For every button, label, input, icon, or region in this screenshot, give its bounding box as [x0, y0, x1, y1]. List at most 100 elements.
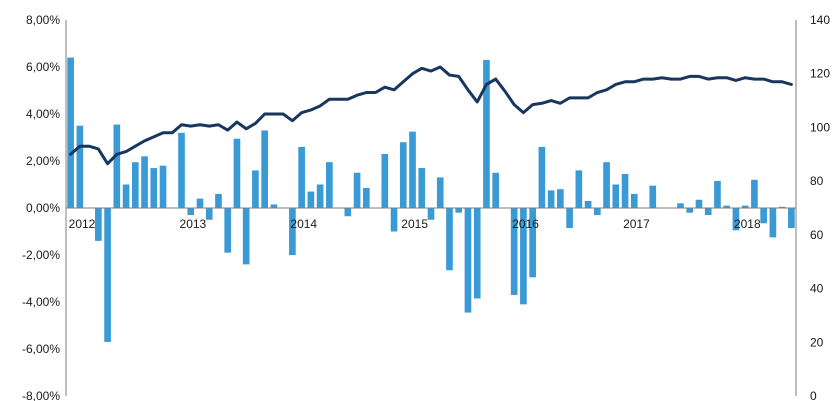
- bar-67: [677, 203, 684, 208]
- bar-7: [122, 184, 130, 208]
- x-tick-label: 2016: [512, 217, 539, 231]
- bar-47: [492, 172, 500, 208]
- bar-78: [778, 206, 786, 208]
- bar-22: [261, 130, 268, 208]
- right-tick-label: 60: [810, 228, 824, 242]
- index-line: [69, 65, 793, 166]
- bar-36: [390, 208, 398, 232]
- bar-37: [399, 142, 407, 208]
- bar-70: [704, 208, 712, 216]
- bar-54: [557, 189, 564, 208]
- bar-68: [686, 208, 694, 213]
- bar-15: [196, 198, 204, 208]
- bar-20: [242, 208, 250, 265]
- bar-50: [520, 208, 527, 305]
- bar-62: [630, 193, 638, 208]
- bar-18: [224, 208, 232, 253]
- left-y-tick-labels: 8,00% 6,00% 4,00% 2,00% 0,00% -2,00% -4,00% -6,…: [22, 13, 60, 401]
- bar-29: [326, 162, 333, 208]
- bar-35: [381, 153, 389, 208]
- bar-53: [547, 190, 555, 209]
- bar-56: [575, 170, 583, 208]
- bar-58: [594, 208, 601, 216]
- bar-39: [418, 168, 426, 208]
- bar-10: [150, 168, 158, 208]
- left-tick-label: 2,00%: [26, 154, 60, 168]
- bar-41: [436, 177, 444, 208]
- x-tick-label: 2015: [401, 217, 428, 231]
- bar-52: [538, 146, 546, 208]
- left-tick-label: 0,00%: [26, 201, 60, 215]
- bar-21: [252, 170, 259, 208]
- bar-73: [732, 208, 740, 231]
- bar-64: [649, 185, 657, 208]
- right-tick-label: 0: [810, 389, 817, 401]
- right-tick-label: 140: [810, 13, 830, 27]
- bar-19: [233, 138, 241, 208]
- line-series-group: [69, 65, 793, 166]
- bar-77: [769, 208, 777, 238]
- bar-74: [741, 205, 749, 208]
- bar-76: [760, 208, 767, 224]
- bar-45: [473, 208, 481, 299]
- right-tick-label: 40: [810, 282, 824, 296]
- bar-17: [215, 193, 222, 208]
- bar-71: [714, 180, 721, 208]
- left-tick-label: -2,00%: [22, 248, 60, 262]
- bar-33: [362, 188, 370, 208]
- right-tick-label: 20: [810, 335, 824, 349]
- bar-69: [695, 199, 703, 208]
- bar-13: [178, 132, 185, 208]
- right-tick-label: 120: [810, 67, 830, 81]
- right-y-tick-labels: 140 120 100 80 60 40 20 0: [810, 13, 830, 401]
- bar-5: [104, 208, 111, 342]
- bar-51: [529, 208, 536, 278]
- x-tick-labels: 2012 2013 2014 2015 2016 2017 2018: [69, 217, 761, 231]
- bar-31: [344, 208, 352, 217]
- bar-32: [353, 172, 361, 208]
- bar-2: [76, 125, 84, 208]
- left-tick-label: 8,00%: [26, 13, 60, 27]
- x-tick-label: 2017: [623, 217, 650, 231]
- bar-11: [159, 165, 167, 208]
- x-tick-label: 2018: [734, 217, 761, 231]
- bar-49: [510, 208, 518, 295]
- bar-14: [187, 208, 195, 216]
- bar-8: [131, 162, 139, 208]
- bar-1: [67, 57, 74, 208]
- bar-61: [621, 173, 629, 208]
- left-tick-label: -4,00%: [22, 295, 60, 309]
- bar-79: [788, 208, 795, 228]
- x-tick-label: 2012: [69, 217, 96, 231]
- left-tick-label: 6,00%: [26, 60, 60, 74]
- bar-27: [307, 191, 315, 208]
- bar-60: [612, 184, 620, 208]
- bar-72: [723, 205, 731, 208]
- x-tick-label: 2013: [180, 217, 207, 231]
- bar-42: [446, 208, 453, 271]
- right-tick-label: 80: [810, 174, 824, 188]
- left-tick-label: -6,00%: [22, 342, 60, 356]
- bar-25: [289, 208, 296, 255]
- bar-40: [427, 208, 435, 220]
- bar-9: [141, 156, 148, 208]
- x-tick-label: 2014: [290, 217, 317, 231]
- left-tick-label: 4,00%: [26, 107, 60, 121]
- bar-46: [483, 59, 490, 209]
- bar-44: [464, 208, 472, 313]
- bar-28: [316, 184, 324, 208]
- bar-43: [455, 208, 463, 213]
- bar-75: [751, 179, 758, 208]
- bar-16: [205, 208, 213, 220]
- bar-38: [409, 131, 416, 209]
- bar-6: [113, 124, 121, 208]
- bar-55: [566, 208, 573, 228]
- bar-23: [270, 204, 278, 208]
- bar-4: [95, 208, 102, 241]
- bar-series: [67, 57, 795, 342]
- bar-26: [298, 146, 305, 208]
- bar-57: [584, 200, 592, 208]
- bar-59: [603, 162, 610, 208]
